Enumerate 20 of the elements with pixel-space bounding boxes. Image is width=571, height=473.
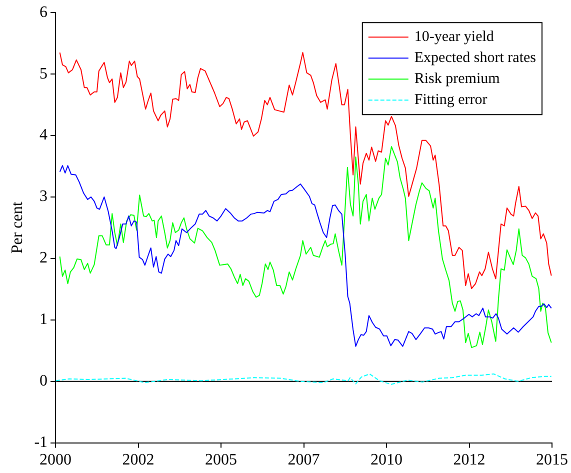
legend-label: Fitting error [414, 92, 488, 108]
x-tick-label: 2010 [370, 452, 403, 469]
y-tick-label: 5 [40, 65, 48, 82]
y-axis-title: Per cent [8, 201, 26, 254]
y-tick-label: 2 [40, 250, 48, 267]
y-tick-label: 0 [40, 372, 48, 390]
x-tick-label: 2007 [288, 452, 320, 469]
x-tick-label: 2002 [122, 452, 154, 469]
x-tick-label: 2005 [205, 452, 238, 469]
y-tick-label: 1 [40, 311, 48, 328]
legend-label: Expected short rates [414, 50, 536, 66]
legend-label: 10-year yield [414, 29, 494, 46]
legend-label: Risk premium [414, 71, 500, 88]
x-tick-label: 2012 [453, 452, 486, 469]
y-tick-label: 4 [40, 126, 48, 144]
x-tick-label: 2000 [40, 452, 72, 469]
y-tick-label: 3 [40, 188, 48, 206]
y-tick-label: 6 [40, 4, 48, 21]
x-tick-label: 2015 [536, 452, 568, 469]
y-tick-label: -1 [34, 434, 48, 452]
